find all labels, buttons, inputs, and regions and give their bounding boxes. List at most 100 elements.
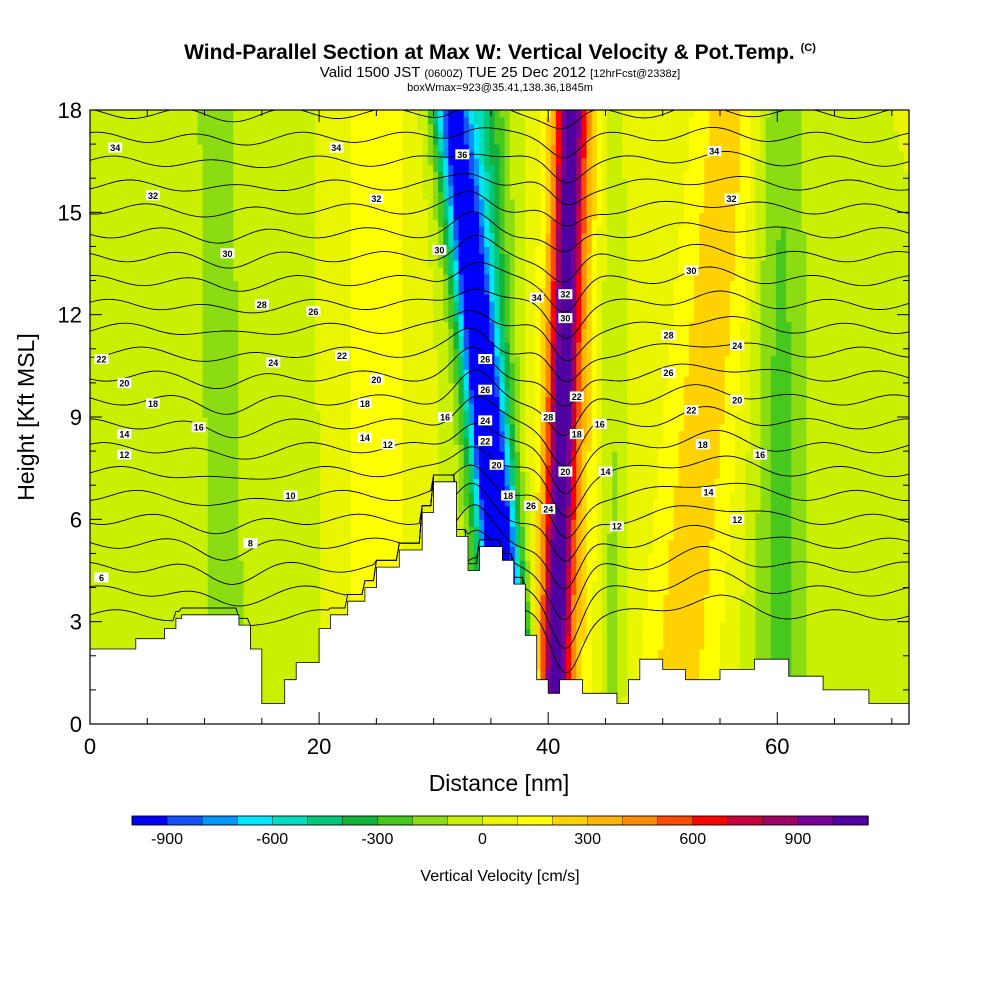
heat-cell (770, 539, 777, 548)
heat-cell (248, 580, 255, 589)
heat-cell (217, 594, 224, 602)
heat-cell (642, 601, 649, 609)
heat-cell (898, 539, 905, 548)
heat-cell (325, 560, 332, 568)
heat-cell (141, 546, 147, 555)
heat-cell (545, 573, 552, 582)
heat-cell (868, 689, 874, 698)
heat-cell (212, 594, 219, 602)
heat-cell (279, 594, 286, 602)
heat-cell (217, 587, 224, 595)
heat-cell (310, 655, 316, 664)
heat-cell (791, 601, 797, 609)
heat-cell (253, 526, 260, 534)
heat-cell (688, 580, 695, 589)
heat-cell (550, 614, 557, 623)
heat-cell (105, 587, 112, 595)
heat-cell (653, 553, 659, 561)
heat-cell (177, 519, 183, 527)
heat-cell (827, 614, 833, 623)
heat-cell (898, 676, 905, 684)
heat-cell (781, 608, 787, 616)
heat-cell (678, 662, 685, 671)
heat-cell (581, 539, 588, 548)
heat-cell (704, 608, 710, 616)
heat-cell (883, 608, 890, 616)
heat-cell (289, 546, 296, 555)
heat-cell (269, 539, 275, 548)
heat-cell (243, 532, 250, 541)
heat-cell (903, 614, 909, 623)
heat-cell (330, 532, 337, 541)
heat-cell (862, 676, 869, 684)
heat-cell (714, 532, 721, 541)
heat-cell (274, 608, 280, 616)
heat-cell (827, 532, 833, 541)
heat-cell (688, 546, 695, 555)
heat-cell (709, 587, 716, 595)
heat-cell (274, 662, 280, 671)
heat-cell (151, 580, 158, 589)
heat-cell (223, 608, 229, 616)
heat-cell (294, 628, 301, 636)
heat-cell (136, 519, 142, 527)
heat-cell (699, 512, 705, 520)
heat-cell (842, 601, 849, 609)
heat-cell (857, 642, 864, 650)
heat-cell (571, 519, 577, 527)
heat-cell (596, 573, 603, 582)
heat-cell (581, 676, 588, 684)
heat-cell (560, 669, 567, 677)
heat-cell (289, 532, 296, 541)
heat-cell (320, 614, 327, 623)
heat-cell (596, 683, 603, 691)
heat-cell (540, 567, 547, 575)
heat-cell (299, 553, 306, 561)
heat-cell (704, 512, 710, 520)
heat-cell (663, 662, 670, 671)
heat-cell (156, 519, 163, 527)
heat-cell (289, 662, 296, 671)
heat-cell (786, 526, 792, 534)
heat-cell (351, 560, 357, 568)
heat-cell (883, 635, 890, 643)
heat-cell (653, 614, 659, 623)
heat-cell (606, 635, 613, 643)
heat-cell (228, 526, 234, 534)
heat-cell (663, 512, 670, 520)
heat-cell (893, 573, 900, 582)
heat-cell (893, 608, 900, 616)
heat-cell (187, 594, 193, 602)
heat-cell (637, 614, 644, 623)
heat-cell (494, 519, 501, 527)
heat-cell (627, 648, 634, 657)
heat-cell (760, 648, 767, 657)
heat-cell (141, 614, 147, 623)
heat-cell (335, 573, 342, 582)
heat-cell (136, 594, 142, 602)
heat-cell (177, 539, 183, 548)
heat-cell (852, 608, 859, 616)
heat-cell (161, 567, 168, 575)
heat-cell (775, 587, 782, 595)
heat-cell (622, 594, 629, 602)
heat-cell (274, 601, 280, 609)
heat-cell (299, 526, 306, 534)
heat-cell (816, 601, 823, 609)
heat-cell (192, 560, 199, 568)
heat-cell (903, 683, 909, 691)
heat-cell (120, 635, 127, 643)
heat-cell (284, 567, 291, 575)
heat-cell (115, 546, 122, 555)
heat-cell (571, 669, 577, 677)
heat-cell (540, 553, 547, 561)
heat-cell (770, 560, 777, 568)
heat-cell (827, 539, 833, 548)
heat-cell (141, 601, 147, 609)
heat-cell (156, 628, 163, 636)
heat-cell (269, 519, 275, 527)
heat-cell (330, 539, 337, 548)
heat-cell (842, 594, 849, 602)
heat-cell (786, 560, 792, 568)
heat-cell (637, 560, 644, 568)
